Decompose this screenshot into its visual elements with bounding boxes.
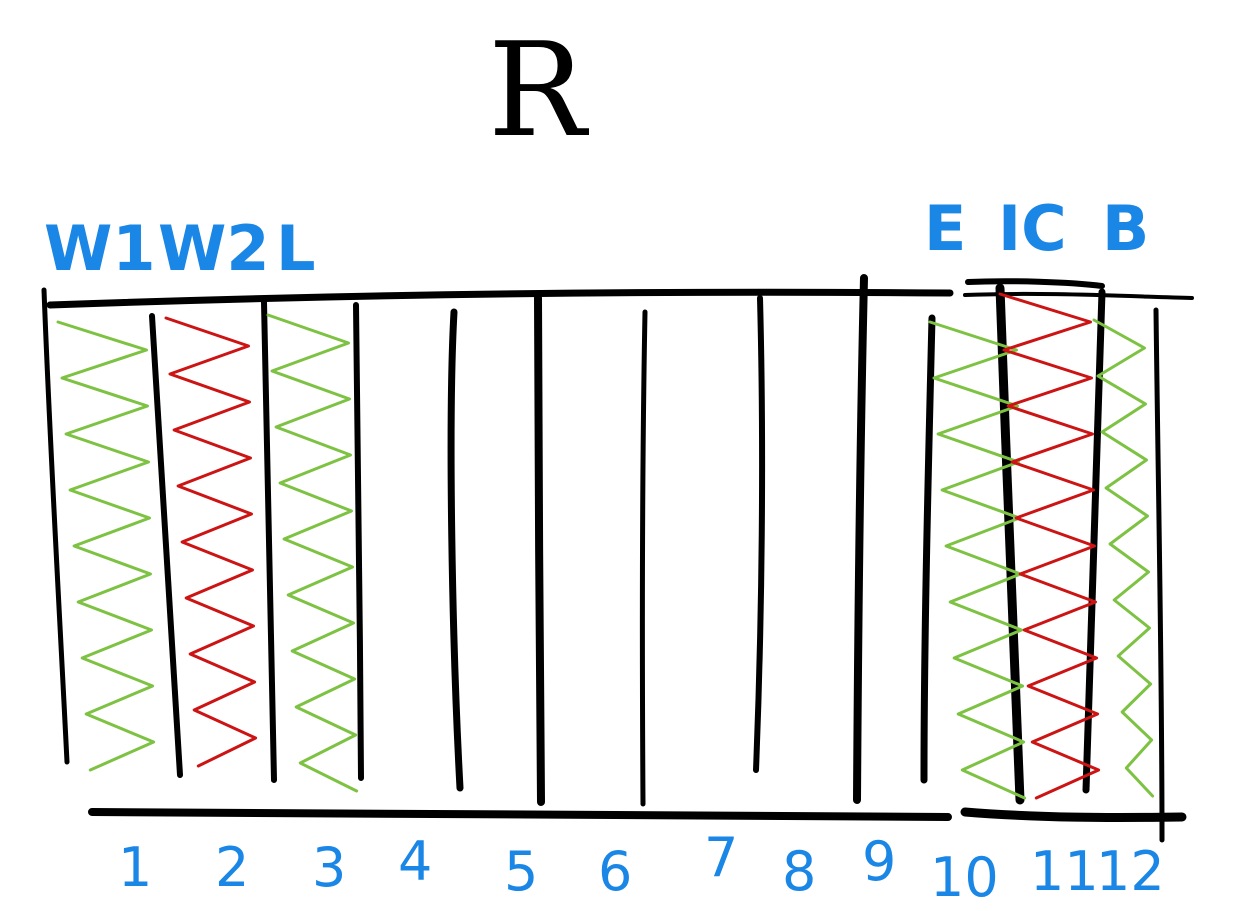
divider-line	[41, 287, 70, 765]
group-label-b: B	[1102, 192, 1149, 265]
column-number: 3	[312, 836, 346, 899]
frame	[46, 278, 1194, 822]
hatch-column-2	[164, 316, 258, 768]
divider-line	[639, 309, 648, 807]
divider-line	[353, 302, 364, 781]
divider-line	[534, 294, 545, 806]
column-number: 9	[862, 830, 896, 893]
frame-top-line	[46, 288, 954, 309]
divider-line	[995, 283, 1025, 805]
frame-bottom-line-right	[960, 807, 1187, 822]
hatch-column-11	[998, 292, 1101, 800]
column-number: 7	[704, 826, 738, 889]
frame-top-line-right	[963, 291, 1194, 300]
divider-line	[261, 299, 277, 783]
divider-line	[920, 314, 936, 784]
column-number: 8	[782, 840, 816, 903]
group-label-e: E	[924, 192, 966, 265]
column-numbers: 1 2 3 4 5 6 7 8 9 10 11 12	[118, 826, 1165, 909]
diagram-title: R	[488, 14, 589, 166]
column-number: 5	[504, 840, 538, 903]
divider-line	[853, 274, 868, 804]
hatch-column-10	[928, 320, 1027, 800]
group-label-ic: IC	[998, 192, 1067, 265]
hatch-column-1	[56, 320, 156, 772]
divider-line	[1082, 288, 1106, 794]
column-number: 6	[598, 840, 632, 903]
frame-bottom-line	[88, 808, 952, 821]
column-hatching	[56, 292, 1155, 800]
group-label-w2: W2	[158, 212, 270, 285]
column-number: 10	[930, 846, 999, 909]
group-labels: W1 W2 L E IC B	[44, 192, 1149, 285]
divider-line	[447, 308, 464, 792]
group-label-l: L	[276, 212, 316, 285]
frame-top-cap-ic	[965, 278, 1105, 289]
divider-line	[753, 295, 766, 773]
column-number: 2	[215, 836, 249, 899]
group-label-w1: W1	[44, 212, 156, 285]
column-number: 12	[1096, 840, 1165, 903]
hatch-column-12	[1092, 318, 1155, 798]
divider-line	[1153, 307, 1165, 843]
divider-line	[149, 313, 183, 778]
column-number: 4	[398, 830, 432, 893]
column-dividers	[41, 274, 1165, 843]
column-number: 1	[118, 836, 152, 899]
hatch-column-3	[266, 313, 359, 793]
column-number: 11	[1030, 840, 1099, 903]
